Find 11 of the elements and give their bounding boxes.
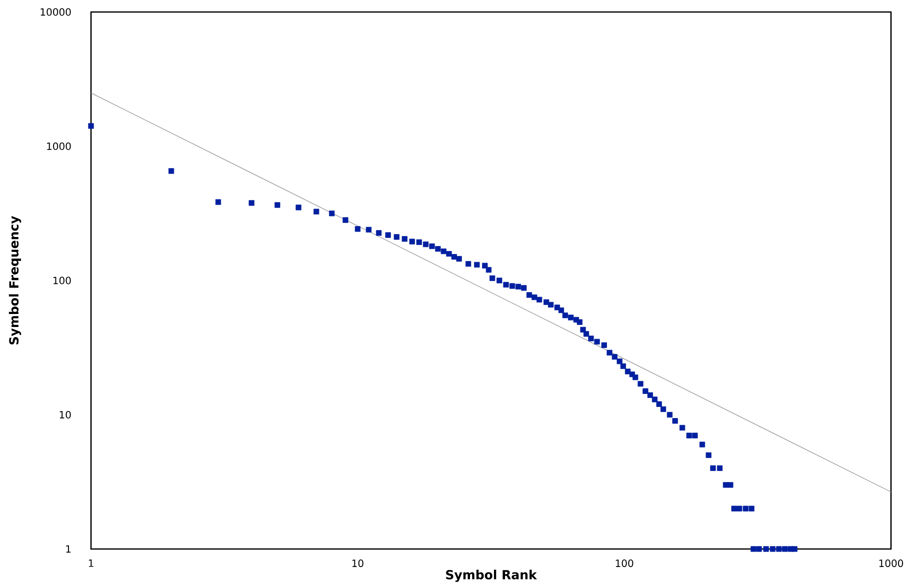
y-tick-label: 1000 bbox=[47, 142, 71, 150]
y-axis-title: Symbol Frequency bbox=[8, 216, 22, 344]
x-tick-label: 1 bbox=[88, 560, 94, 567]
y-tick-label: 100 bbox=[53, 276, 71, 284]
y-tick-label: 10 bbox=[60, 410, 71, 419]
y-tick-label: 1 bbox=[66, 545, 71, 553]
y-tick-label: 10000 bbox=[40, 8, 71, 16]
x-axis-title: Symbol Rank bbox=[446, 570, 538, 582]
x-tick-label: 1000 bbox=[879, 560, 904, 568]
x-tick-label: 100 bbox=[616, 560, 634, 568]
x-tick-label: 10 bbox=[352, 560, 364, 568]
